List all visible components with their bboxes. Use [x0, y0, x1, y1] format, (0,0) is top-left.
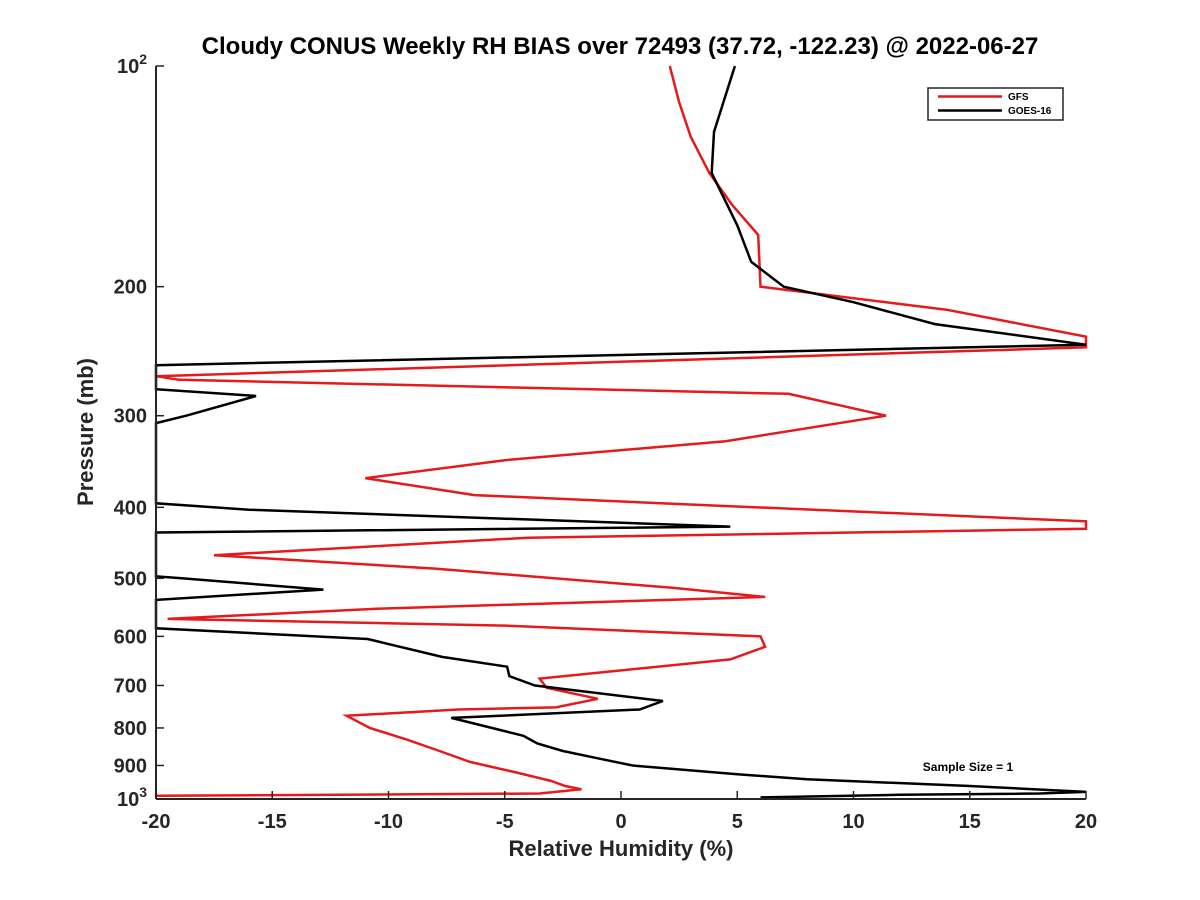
legend-box	[927, 87, 1064, 121]
x-ticks: -20 -15 -10 -5 0 5 10 15 20	[142, 791, 1097, 833]
y-tick-label: 103	[117, 784, 147, 811]
y-axis-label: Pressure (mb)	[73, 358, 98, 506]
x-tick-label: -20	[142, 811, 171, 833]
x-tick-label: 0	[615, 811, 626, 833]
y-ticks: 102 200 300 400 500 600 700 800 900 103	[114, 51, 164, 811]
chart-title: Cloudy CONUS Weekly RH BIAS over 72493 (…	[202, 33, 1039, 60]
y-tick-label: 700	[114, 675, 147, 697]
series-line-gfs	[155, 65, 1088, 798]
legend-label-goes16: GOES-16	[1008, 106, 1052, 117]
y-tick-label: 102	[117, 51, 147, 78]
y-tick-label: 500	[114, 568, 147, 590]
y-tick-label: 800	[114, 718, 147, 740]
y-tick-label: 300	[114, 406, 147, 428]
x-axis-label: Relative Humidity (%)	[509, 836, 734, 861]
plot-area: -20 -15 -10 -5 0 5 10 15 20 102 200 300 400 500 600 70…	[114, 51, 1098, 833]
legend-label-gfs: GFS	[1008, 92, 1029, 103]
y-tick-label: 400	[114, 497, 147, 519]
y-tick-label: 600	[114, 626, 147, 648]
x-tick-label: -10	[374, 811, 403, 833]
x-tick-label: -15	[258, 811, 287, 833]
sample-size-annotation: Sample Size = 1	[923, 760, 1014, 774]
legend: GFS GOES-16	[927, 87, 1064, 121]
x-tick-label: -5	[496, 811, 514, 833]
plot-background	[156, 66, 1086, 799]
y-tick-label: 900	[114, 755, 147, 777]
y-tick-label: 200	[114, 277, 147, 299]
x-tick-label: 5	[732, 811, 743, 833]
x-tick-label: 20	[1075, 811, 1097, 833]
x-tick-label: 10	[842, 811, 864, 833]
x-tick-label: 15	[959, 811, 981, 833]
